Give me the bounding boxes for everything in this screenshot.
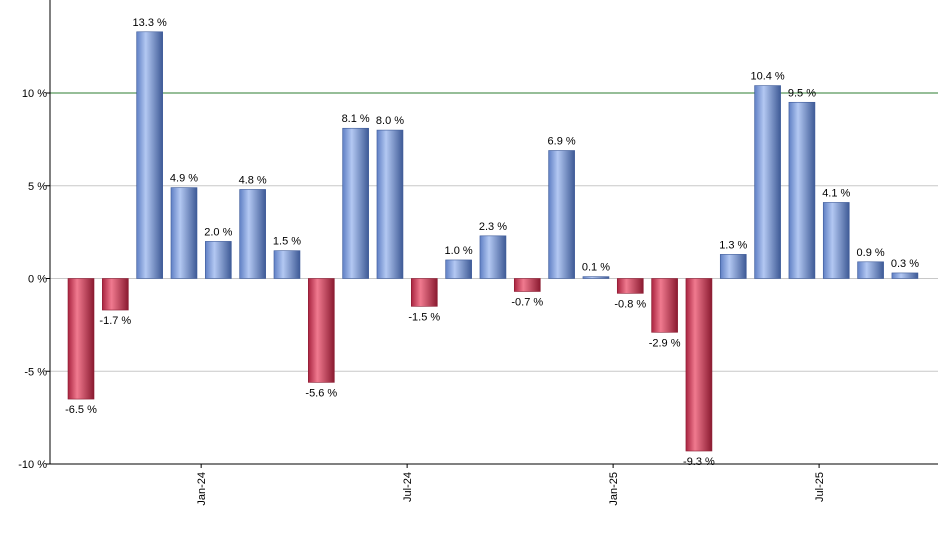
data-label-Mar-25: -2.9 % [649, 337, 681, 349]
data-label-Feb-24: 2.0 % [204, 226, 232, 238]
bar-Jun-25 [754, 85, 781, 279]
bar-Jan-25 [582, 276, 610, 279]
bar-Oct-24 [479, 235, 507, 279]
x-tick-label: Jul-24 [402, 472, 414, 502]
data-label-Apr-24: 1.5 % [273, 236, 301, 248]
bar-Nov-23 [102, 278, 129, 311]
data-label-Nov-23: -1.7 % [99, 315, 131, 327]
data-label-Dec-23: 13.3 % [133, 17, 167, 29]
axes [46, 0, 938, 468]
y-tick-label: 5 % [28, 181, 47, 193]
data-label-May-25: 1.3 % [719, 239, 747, 251]
data-label-Aug-24: -1.5 % [408, 311, 440, 323]
data-label-Sep-24: 1.0 % [445, 245, 473, 257]
bar-Dec-23 [136, 31, 163, 279]
bar-Aug-25 [822, 202, 850, 279]
data-label-Oct-23: -6.5 % [65, 404, 97, 416]
bar-Feb-24 [205, 241, 232, 279]
y-tick-label: -10 % [18, 459, 47, 471]
bar-May-25 [719, 254, 747, 279]
bar-Oct-25 [891, 272, 919, 279]
data-label-Sep-25: 0.9 % [857, 247, 885, 259]
bar-Feb-25 [616, 278, 644, 294]
bar-Sep-24 [445, 259, 472, 279]
data-label-Aug-25: 4.1 % [822, 187, 850, 199]
x-tick-label: Jan-25 [608, 472, 620, 506]
data-label-Jul-24: 8.0 % [376, 115, 404, 127]
bar-Nov-24 [513, 278, 541, 292]
data-label-Jan-25: 0.1 % [582, 262, 610, 274]
data-label-Oct-24: 2.3 % [479, 221, 507, 233]
bar-Sep-25 [857, 261, 884, 279]
bar-Jun-24 [342, 127, 369, 279]
bar-Oct-23 [67, 278, 95, 400]
bar-Jul-25 [788, 101, 816, 279]
data-label-Mar-24: 4.8 % [239, 174, 267, 186]
y-tick-label: 10 % [22, 88, 47, 100]
bars [67, 31, 919, 452]
data-label-Dec-24: 6.9 % [548, 136, 576, 148]
bar-Mar-25 [651, 278, 678, 333]
data-label-May-24: -5.6 % [305, 387, 337, 399]
y-tick-label: 0 % [28, 274, 47, 286]
data-label-Jul-25: 9.5 % [788, 87, 816, 99]
data-label-Apr-25: -9.3 % [683, 456, 715, 468]
data-labels: -6.5 % -1.7 % 13.3 % 4.9 % 2.0 % 4.8 % 1.5 % -5… [65, 17, 919, 468]
bar-May-24 [308, 278, 335, 383]
bar-Dec-24 [548, 150, 575, 279]
data-label-Oct-25: 0.3 % [891, 258, 919, 270]
x-tick-label: Jan-24 [196, 472, 208, 506]
bar-Aug-24 [410, 278, 438, 307]
y-axis-tick-labels: -10 % -5 % 0 % 5 % 10 % [18, 88, 47, 471]
data-label-Jun-24: 8.1 % [342, 113, 370, 125]
data-label-Jun-25: 10.4 % [750, 71, 784, 83]
x-tick-label: Jul-25 [814, 472, 826, 502]
data-label-Jan-24: 4.9 % [170, 173, 198, 185]
x-axis-tick-labels: Jan-24 Jul-24 Jan-25 Jul-25 [196, 472, 826, 506]
data-label-Feb-25: -0.8 % [614, 298, 646, 310]
y-tick-label: -5 % [24, 366, 47, 378]
bar-Apr-25 [685, 278, 713, 452]
bar-Jan-24 [170, 187, 198, 279]
bar-Jul-24 [376, 129, 404, 279]
bar-Mar-24 [239, 189, 266, 279]
data-label-Nov-24: -0.7 % [511, 296, 543, 308]
bar-Apr-24 [273, 250, 301, 279]
